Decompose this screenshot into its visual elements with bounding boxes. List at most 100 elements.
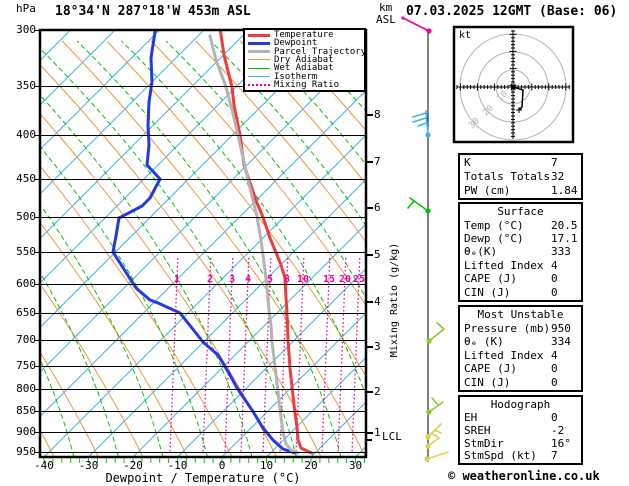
wind-barb — [425, 437, 440, 449]
mixing-ratio-line — [337, 257, 347, 453]
km-tick-label: 7 — [374, 155, 381, 168]
isotherm-line — [41, 31, 160, 150]
legend-label: Mixing Ratio — [274, 79, 340, 90]
legend-item: Parcel Trajectory — [248, 47, 366, 56]
wet-adiabat-line — [41, 205, 164, 456]
stat-value: 4 — [551, 258, 558, 272]
isotherm-line — [41, 31, 115, 105]
pressure-unit-label: hPa — [16, 2, 36, 15]
altitude-unit-asl: ASL — [376, 13, 396, 26]
km-tick-label: 5 — [374, 248, 381, 261]
dry-adiabat-line — [195, 40, 365, 242]
stat-label: Totals Totals — [464, 169, 551, 183]
page-title: 18°34'N 287°18'W 453m ASL — [55, 4, 251, 19]
stat-label: CIN (J) — [464, 375, 511, 389]
stat-label: θₑ (K) — [464, 335, 504, 349]
stat-row: Totals Totals 32 — [460, 170, 581, 183]
isotherm-line — [41, 46, 365, 372]
stat-row: StmDir 16° — [460, 437, 581, 450]
temp-tick-label: -20 — [123, 459, 143, 472]
wind-barb — [424, 451, 449, 462]
wet-adiabat-line — [254, 40, 365, 165]
mixing-ratio-label: 25 — [353, 274, 365, 285]
legend-item: Dewpoint — [248, 39, 364, 48]
pressure-tick-label: 350 — [16, 79, 36, 92]
mixing-ratio-label: 15 — [323, 274, 335, 285]
plot-border — [38, 28, 368, 459]
stat-row: Lifted Index 4 — [460, 349, 581, 362]
wet-adiabat-line — [41, 273, 119, 456]
dry-adiabat-line — [41, 223, 188, 456]
legend-swatch-solid — [248, 33, 270, 37]
stat-row: CAPE (J) 0 — [460, 272, 581, 285]
wind-barb — [407, 197, 431, 214]
xaxis-title: Dewpoint / Temperature (°C) — [105, 471, 301, 485]
most-unstable-stats-box: Most Unstable Pressure (mb) 950 θₑ (K) 334 Li… — [458, 305, 583, 392]
stat-row: CIN (J) 0 — [460, 376, 581, 389]
pressure-tick-label: 400 — [16, 128, 36, 141]
pressure-tick-label: 600 — [16, 277, 36, 290]
parcel-trajectory-curve — [208, 34, 300, 455]
stat-row: CIN (J) 0 — [460, 286, 581, 299]
temperature-curve — [218, 31, 314, 455]
isotherm-line — [44, 135, 365, 456]
legend-label: Isotherm — [274, 71, 318, 82]
mixing-ratio-label: 5 — [267, 274, 273, 285]
isotherm-line — [266, 357, 365, 456]
km-tick-label: 4 — [374, 295, 381, 308]
legend-label: Temperature — [274, 30, 334, 41]
lcl-label: LCL — [382, 430, 402, 443]
mixing-ratio-label: 1 — [174, 274, 180, 285]
legend-item: Isotherm — [248, 71, 364, 82]
stat-row: SREH -2 — [460, 424, 581, 437]
legend-item: Temperature — [248, 30, 364, 41]
pressure-tick-label: 500 — [16, 210, 36, 223]
km-tick-label: 1 — [374, 426, 381, 439]
isotherm-line — [41, 31, 293, 283]
stat-value: 0 — [551, 285, 558, 299]
pressure-tick-label: 700 — [16, 333, 36, 346]
stat-label: Lifted Index — [464, 258, 544, 272]
temp-tick-label: -30 — [78, 459, 99, 472]
stat-value: 16° — [551, 436, 571, 450]
legend-swatch-solid — [248, 41, 270, 45]
stat-value: 0 — [551, 375, 558, 389]
stat-row: θₑ(K) 333 — [460, 245, 581, 258]
hodograph-unit-label: kt — [459, 30, 472, 41]
stat-label: CIN (J) — [464, 285, 511, 299]
stat-label: CAPE (J) — [464, 362, 517, 376]
stat-row: Dewp (°C) 17.1 — [460, 232, 581, 245]
stat-label: EH — [464, 411, 478, 424]
plot-area: 1 2 3 4 5 8 10 15 20 25 — [41, 31, 365, 456]
dry-adiabat-line — [239, 40, 365, 184]
stat-label: Dewp (°C) — [464, 232, 524, 246]
stat-row: EH 0 — [460, 411, 581, 424]
temp-tick-label: 30 — [348, 459, 363, 472]
isotherm-line — [133, 224, 365, 456]
wind-barb — [426, 397, 444, 415]
mixing-ratio-label: 10 — [297, 274, 309, 285]
stat-value: 0 — [551, 362, 558, 376]
wind-barb — [401, 16, 432, 34]
isotherm-line — [88, 179, 365, 456]
mixing-ratio-label: 2 — [207, 274, 213, 285]
hodograph-trace — [512, 86, 524, 111]
legend-swatch-dotted — [248, 83, 270, 86]
dry-adiabat-line — [106, 40, 365, 376]
mixing-ratio-line — [321, 257, 331, 453]
wet-adiabat-line — [76, 40, 342, 456]
surface-stats-box: Surface Temp (°C) 20.5 Dewp (°C) 17.1 θₑ(K) 33… — [458, 202, 583, 302]
km-tick-label: 6 — [374, 201, 381, 214]
hodograph-stats-box: Hodograph EH 0 SREH -2 StmDir 16° StmSpd (kt) 7 — [458, 395, 583, 465]
mixing-ratio-label: 8 — [284, 274, 290, 285]
legend-swatch-solid — [248, 59, 270, 61]
mixing-ratio-line — [224, 257, 234, 453]
pressure-tick-label: 300 — [16, 23, 36, 36]
temp-tick-label: 20 — [304, 459, 318, 472]
pressure-tick-label: 650 — [16, 306, 36, 319]
stat-label: Temp (°C) — [464, 218, 524, 232]
pressure-tick-label: 550 — [16, 245, 36, 258]
